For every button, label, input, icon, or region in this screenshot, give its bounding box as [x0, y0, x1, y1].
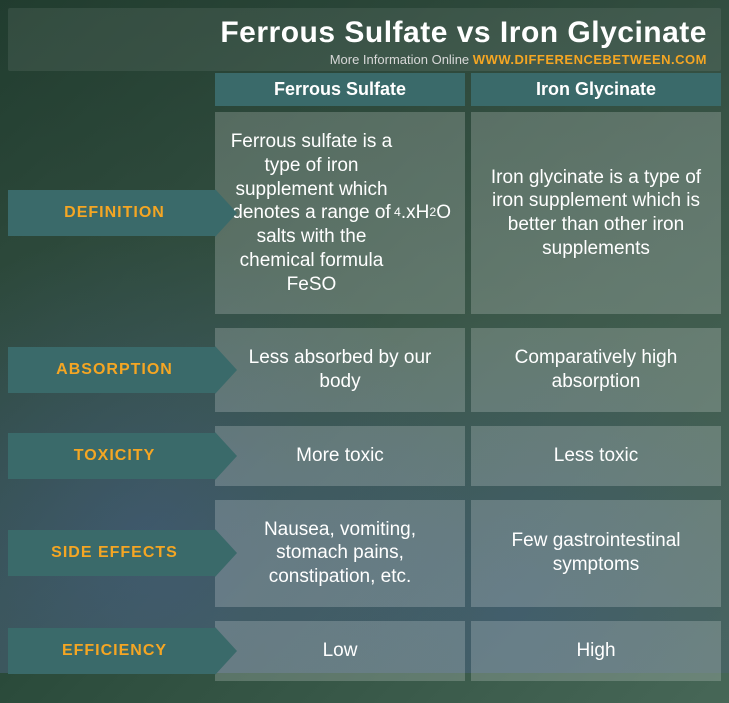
comparison-row: ABSORPTIONLess absorbed by our bodyCompa… [8, 328, 721, 412]
row-label-wrap: DEFINITION [8, 112, 215, 314]
cell-left: Ferrous sulfate is a type of iron supple… [215, 112, 465, 314]
cell-left: Low [215, 621, 465, 681]
row-label-wrap: TOXICITY [8, 426, 215, 486]
row-label: EFFICIENCY [8, 628, 215, 674]
comparison-row: EFFICIENCYLowHigh [8, 621, 721, 681]
row-label: TOXICITY [8, 433, 215, 479]
source-url: WWW.DIFFERENCEBETWEEN.COM [473, 52, 707, 67]
cell-left: Nausea, vomiting, stomach pains, constip… [215, 500, 465, 607]
column-headers: Ferrous Sulfate Iron Glycinate [8, 73, 721, 106]
cell-left: More toxic [215, 426, 465, 486]
cell-right: High [471, 621, 721, 681]
row-label: ABSORPTION [8, 347, 215, 393]
column-head-left: Ferrous Sulfate [215, 73, 465, 106]
cell-left: Less absorbed by our body [215, 328, 465, 412]
arrow-icon [215, 627, 237, 675]
cell-right: Comparatively high absorption [471, 328, 721, 412]
column-spacer [8, 73, 215, 106]
comparison-row: DEFINITIONFerrous sulfate is a type of i… [8, 112, 721, 314]
header: Ferrous Sulfate vs Iron Glycinate More I… [8, 8, 721, 71]
row-label: SIDE EFFECTS [8, 530, 215, 576]
page-title: Ferrous Sulfate vs Iron Glycinate [22, 16, 707, 50]
cell-right: Iron glycinate is a type of iron supplem… [471, 112, 721, 314]
comparison-rows: DEFINITIONFerrous sulfate is a type of i… [8, 112, 721, 681]
cell-right: Less toxic [471, 426, 721, 486]
subtitle: More Information Online WWW.DIFFERENCEBE… [22, 52, 707, 67]
comparison-row: TOXICITYMore toxicLess toxic [8, 426, 721, 486]
arrow-icon [215, 529, 237, 577]
row-label-wrap: ABSORPTION [8, 328, 215, 412]
arrow-icon [215, 346, 237, 394]
cell-right: Few gastrointestinal symptoms [471, 500, 721, 607]
comparison-row: SIDE EFFECTSNausea, vomiting, stomach pa… [8, 500, 721, 607]
column-head-right: Iron Glycinate [471, 73, 721, 106]
arrow-icon [215, 432, 237, 480]
row-label-wrap: SIDE EFFECTS [8, 500, 215, 607]
row-label-wrap: EFFICIENCY [8, 621, 215, 681]
row-label: DEFINITION [8, 190, 215, 236]
arrow-icon [215, 189, 237, 237]
subtitle-prefix: More Information Online [330, 52, 473, 67]
infographic-container: Ferrous Sulfate vs Iron Glycinate More I… [0, 0, 729, 703]
